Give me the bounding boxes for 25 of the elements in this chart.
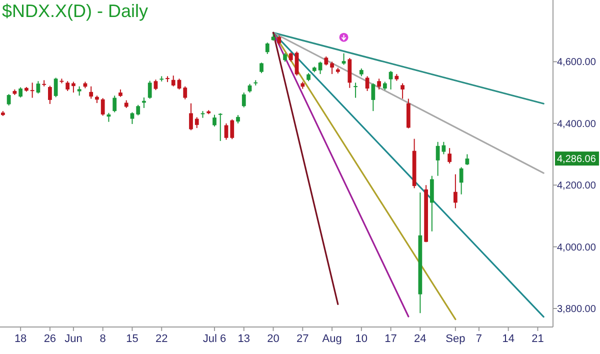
y-tick-label: 4,200.00 <box>557 180 596 192</box>
x-tick-label: 15 <box>126 333 138 345</box>
x-tick-label: 26 <box>44 333 56 345</box>
x-tick-label: 22 <box>155 333 168 345</box>
x-tick-label: 24 <box>414 333 426 345</box>
y-tick-label: 4,600.00 <box>557 57 596 68</box>
y-tick-label: 4,000.00 <box>557 242 596 254</box>
x-tick-label: 18 <box>14 333 27 345</box>
x-tick-label: 17 <box>384 333 397 345</box>
y-tick-label: 4,400.00 <box>557 118 596 130</box>
x-tick-label: 14 <box>502 333 514 345</box>
x-tick-label: 8 <box>100 333 106 345</box>
x-tick-label: 20 <box>267 333 280 345</box>
x-tick-label: Aug <box>322 333 342 345</box>
x-tick-label: 21 <box>532 333 544 345</box>
y-tick-label: 3,800.00 <box>557 304 596 315</box>
x-tick-label: Jun <box>64 333 82 345</box>
x-tick-label: Jul 6 <box>202 333 226 345</box>
x-tick-label: 13 <box>238 333 250 345</box>
x-tick-label: 27 <box>296 333 309 345</box>
x-tick-label: 10 <box>355 333 368 345</box>
x-tick-label: Sep <box>446 333 466 345</box>
x-tick-label: 7 <box>476 333 482 345</box>
chart-title: $NDX.X(D) - Daily <box>2 1 148 21</box>
text: 4,286.06 <box>557 154 596 166</box>
